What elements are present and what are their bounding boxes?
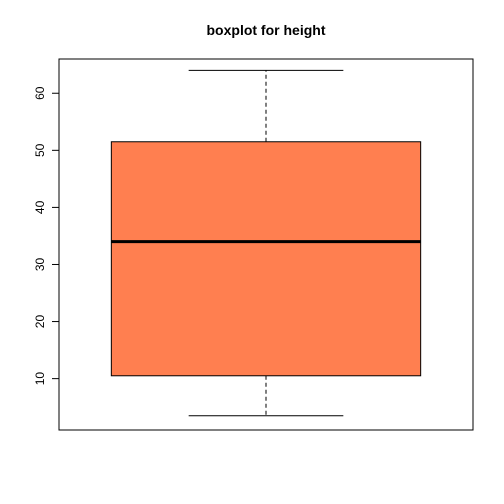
box-iqr (110, 141, 422, 377)
y-tick-label: 40 (33, 200, 47, 214)
y-tick-label: 20 (33, 315, 47, 329)
boxes (110, 69, 422, 417)
y-tick-label: 10 (33, 372, 47, 386)
chart-title: boxplot for height (207, 22, 326, 38)
y-axis: 10 20 30 40 50 60 (33, 86, 59, 385)
y-tick-label: 50 (33, 143, 47, 157)
y-tick-label: 30 (33, 257, 47, 271)
y-tick-label: 60 (33, 86, 47, 100)
